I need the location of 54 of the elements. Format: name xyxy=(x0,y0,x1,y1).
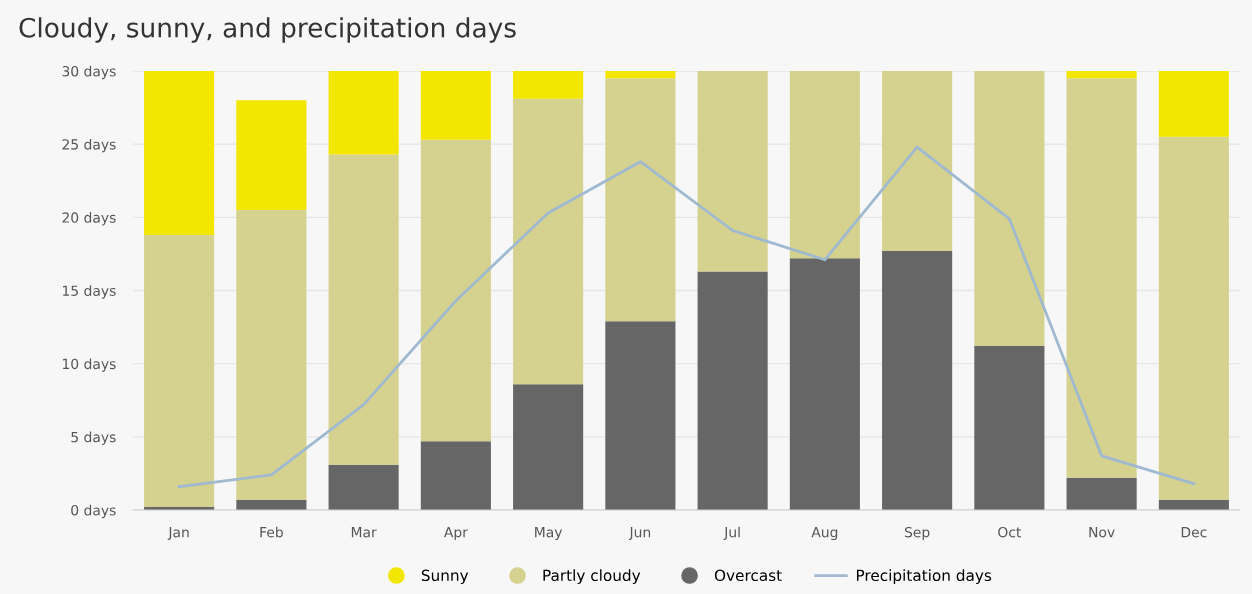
y-tick-label: 0 days xyxy=(71,504,116,519)
bar xyxy=(1066,78,1137,478)
bar xyxy=(236,100,307,211)
bar xyxy=(1066,71,1137,79)
x-tick-label: Oct xyxy=(998,526,1022,538)
bar xyxy=(513,384,584,510)
bar xyxy=(697,271,768,510)
chart-title: Cloudy, sunny, and precipitation days xyxy=(19,17,516,43)
bar xyxy=(513,71,584,99)
bar xyxy=(605,78,676,322)
x-tick-label: May xyxy=(535,527,563,541)
bar xyxy=(328,464,399,510)
x-tick-label: Apr xyxy=(443,527,468,541)
y-tick-label: 15 days xyxy=(62,285,116,299)
bar xyxy=(420,139,491,442)
x-tick-label: Aug xyxy=(811,527,838,541)
bar xyxy=(789,71,860,259)
x-tick-label: Sep xyxy=(904,526,930,541)
bar xyxy=(144,71,215,235)
bar xyxy=(697,71,768,272)
x-tick-label: Nov xyxy=(1089,527,1115,538)
x-tick-label: Jul xyxy=(723,526,740,540)
x-tick-label: Feb xyxy=(260,526,283,538)
y-tick-label: 25 days xyxy=(62,138,116,153)
x-tick-label: Mar xyxy=(351,527,377,538)
x-tick-label: Jan xyxy=(167,527,189,540)
legend-label: Overcast xyxy=(714,569,782,582)
bar xyxy=(236,210,307,500)
bar xyxy=(1158,71,1229,137)
bar xyxy=(420,441,491,510)
y-tick-label: 30 days xyxy=(62,65,116,80)
legend-label: Sunny xyxy=(421,569,469,585)
bar xyxy=(882,71,953,251)
legend-label: Precipitation days xyxy=(856,569,992,585)
bar xyxy=(789,258,860,510)
bar xyxy=(1066,477,1137,510)
bar xyxy=(1158,136,1229,500)
bar xyxy=(882,250,953,510)
bar xyxy=(144,234,215,508)
y-tick-label: 20 days xyxy=(62,212,116,226)
bar xyxy=(605,71,676,79)
bar xyxy=(974,71,1045,347)
bar xyxy=(328,154,399,465)
bar xyxy=(974,346,1045,510)
y-tick-label: 5 days xyxy=(71,431,116,445)
x-tick-label: Dec xyxy=(1181,527,1207,538)
y-tick-label: 10 days xyxy=(62,358,116,372)
bar xyxy=(328,71,399,155)
bar xyxy=(420,71,491,140)
x-tick-label: Jun xyxy=(628,527,651,540)
legend-label: Partly cloudy xyxy=(543,569,641,585)
line-series xyxy=(177,145,1196,488)
bar xyxy=(605,321,676,510)
bar xyxy=(513,98,584,385)
